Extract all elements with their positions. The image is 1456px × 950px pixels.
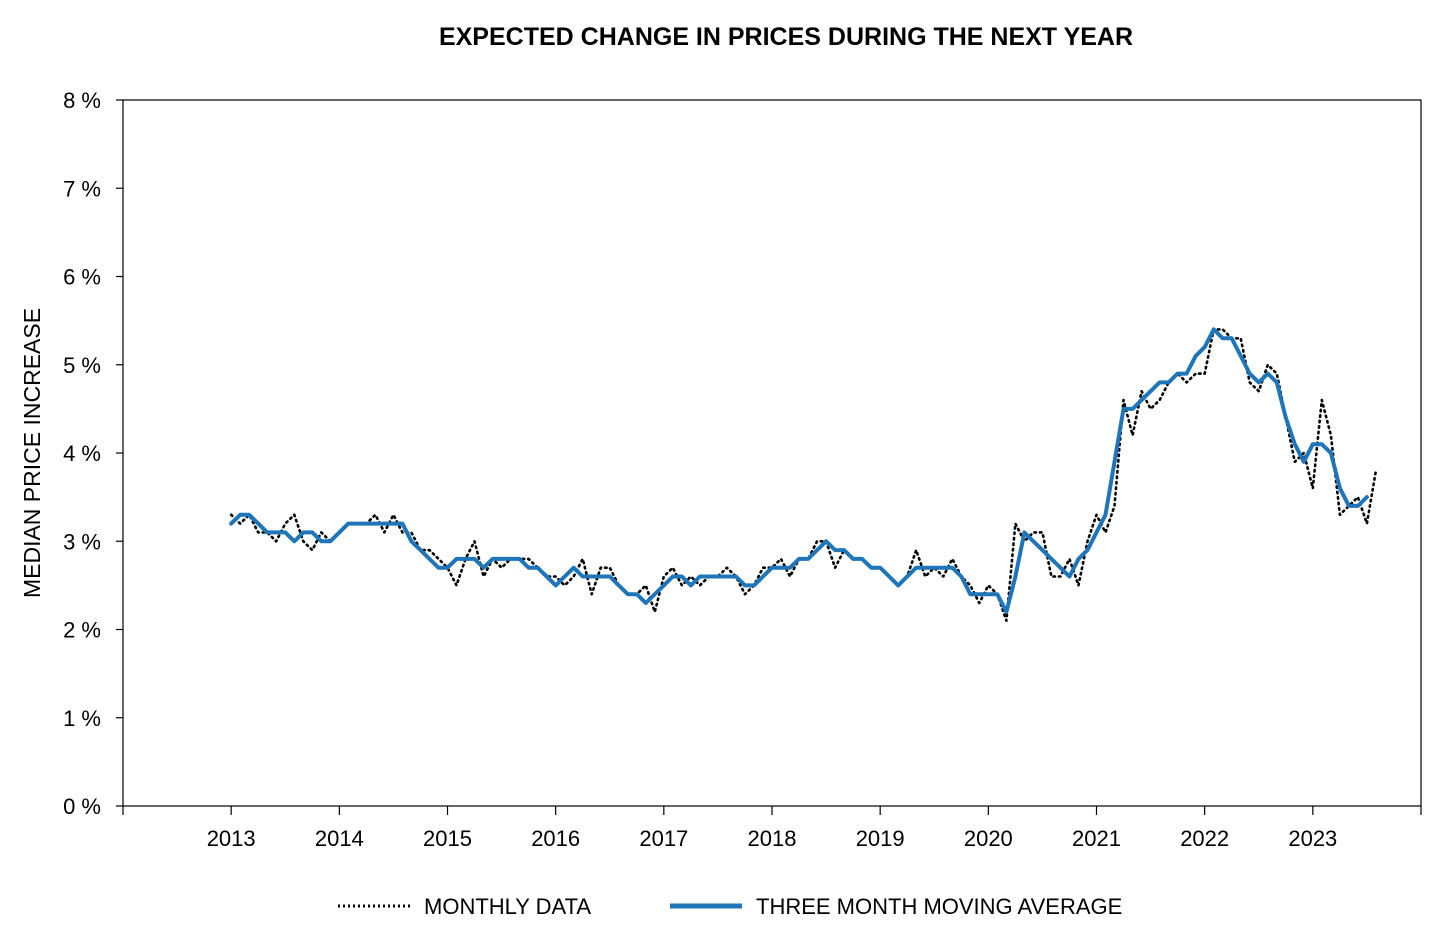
x-tick-label: 2020 [964,826,1013,851]
plot-area [122,99,1422,807]
y-axis: 0 % 1 % 2 % 3 % 4 % 5 % 6 % 7 % 8 % [63,88,123,819]
y-tick-label: 7 % [63,176,101,201]
chart-title: EXPECTED CHANGE IN PRICES DURING THE NEX… [439,23,1133,51]
y-tick-label: 3 % [63,529,101,554]
x-tick-label: 2019 [856,826,905,851]
legend-label-moving-average: THREE MONTH MOVING AVERAGE [756,894,1122,919]
y-tick-label: 8 % [63,88,101,113]
x-tick-label: 2017 [639,826,688,851]
y-tick-label: 0 % [63,794,101,819]
y-tick-label: 2 % [63,618,101,643]
x-tick-label: 2014 [315,826,364,851]
x-tick-label: 2016 [531,826,580,851]
series-line-monthly [229,328,1378,623]
y-tick-label: 6 % [63,265,101,290]
y-tick-label: 5 % [63,353,101,378]
y-tick-label: 1 % [63,706,101,731]
legend-label-monthly: MONTHLY DATA [424,894,591,919]
series-line-moving-average [229,327,1369,614]
x-tick-label: 2023 [1288,826,1337,851]
x-tick-label: 2022 [1180,826,1229,851]
x-tick-label: 2018 [748,826,797,851]
x-tick-label: 2013 [207,826,256,851]
y-axis-label: MEDIAN PRICE INCREASE [19,308,45,598]
y-tick-label: 4 % [63,441,101,466]
x-tick-label: 2021 [1072,826,1121,851]
series-group [229,327,1378,623]
x-axis: 2013 2014 2015 2016 2017 2018 2019 2020 2021 2022… [122,806,1422,851]
x-tick-label: 2015 [423,826,472,851]
legend: MONTHLY DATA THREE MONTH MOVING AVERAGE [338,894,1122,919]
